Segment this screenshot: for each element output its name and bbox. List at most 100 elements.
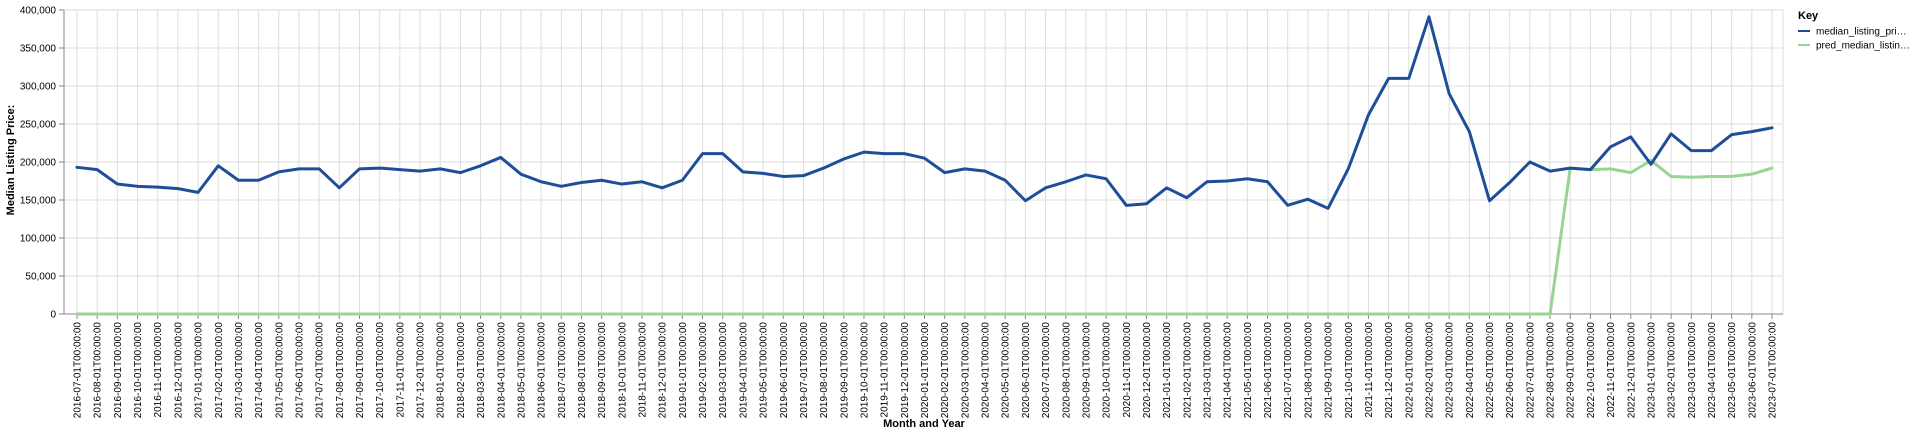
x-tick-label: 2018-12-01T00:00:00 bbox=[658, 322, 669, 419]
x-tick-label: 2017-02-01T00:00:00 bbox=[214, 322, 225, 419]
x-tick-label: 2022-07-01T00:00:00 bbox=[1525, 322, 1536, 419]
x-tick-label: 2021-05-01T00:00:00 bbox=[1243, 322, 1254, 419]
x-tick-label: 2021-10-01T00:00:00 bbox=[1344, 322, 1355, 419]
x-tick-label: 2019-10-01T00:00:00 bbox=[859, 322, 870, 419]
x-tick-label: 2023-04-01T00:00:00 bbox=[1707, 322, 1718, 419]
x-tick-label: 2020-07-01T00:00:00 bbox=[1041, 322, 1052, 419]
legend: Key median_listing_pri… pred_median_listi… bbox=[1798, 10, 1910, 52]
x-tick-label: 2021-02-01T00:00:00 bbox=[1182, 322, 1193, 419]
x-tick-label: 2021-03-01T00:00:00 bbox=[1203, 322, 1214, 419]
x-tick-label: 2022-06-01T00:00:00 bbox=[1505, 322, 1516, 419]
x-tick-label: 2017-01-01T00:00:00 bbox=[194, 322, 205, 419]
x-tick-label: 2018-06-01T00:00:00 bbox=[537, 322, 548, 419]
y-tick-label: 50,000 bbox=[25, 272, 56, 283]
x-tick-label: 2022-10-01T00:00:00 bbox=[1586, 322, 1597, 419]
x-tick-label: 2021-09-01T00:00:00 bbox=[1324, 322, 1335, 419]
x-tick-label: 2020-06-01T00:00:00 bbox=[1021, 322, 1032, 419]
x-tick-label: 2021-06-01T00:00:00 bbox=[1263, 322, 1274, 419]
y-tick-label: 150,000 bbox=[20, 196, 57, 207]
y-tick-label: 250,000 bbox=[20, 120, 57, 131]
x-tick-label: 2018-01-01T00:00:00 bbox=[436, 322, 447, 419]
x-tick-label: 2021-07-01T00:00:00 bbox=[1283, 322, 1294, 419]
y-tick-label: 100,000 bbox=[20, 234, 57, 245]
x-tick-label: 2017-06-01T00:00:00 bbox=[294, 322, 305, 419]
y-axis-title: Median Listing Price: bbox=[5, 105, 17, 216]
x-tick-label: 2023-05-01T00:00:00 bbox=[1727, 322, 1738, 419]
x-tick-label: 2020-09-01T00:00:00 bbox=[1081, 322, 1092, 419]
x-tick-label: 2018-07-01T00:00:00 bbox=[557, 322, 568, 419]
legend-label: median_listing_pri… bbox=[1816, 27, 1907, 38]
x-tick-label: 2021-11-01T00:00:00 bbox=[1364, 322, 1375, 418]
x-tick-label: 2018-02-01T00:00:00 bbox=[456, 322, 467, 419]
legend-items: median_listing_pri… pred_median_listin… bbox=[1798, 27, 1910, 52]
x-tick-label: 2018-09-01T00:00:00 bbox=[597, 322, 608, 419]
x-tick-label: 2016-10-01T00:00:00 bbox=[133, 322, 144, 419]
x-tick-label: 2018-03-01T00:00:00 bbox=[476, 322, 487, 419]
y-tick-label: 350,000 bbox=[20, 44, 57, 55]
x-tick-label: 2019-07-01T00:00:00 bbox=[799, 322, 810, 419]
x-tick-label: 2019-04-01T00:00:00 bbox=[738, 322, 749, 419]
x-tick-label: 2019-06-01T00:00:00 bbox=[779, 322, 790, 419]
x-tick-label: 2020-08-01T00:00:00 bbox=[1061, 322, 1072, 419]
x-tick-label: 2022-05-01T00:00:00 bbox=[1485, 322, 1496, 419]
x-tick-label: 2017-09-01T00:00:00 bbox=[355, 322, 366, 419]
x-tick-label: 2021-01-01T00:00:00 bbox=[1162, 322, 1173, 419]
x-tick-label: 2019-08-01T00:00:00 bbox=[819, 322, 830, 419]
x-tick-label: 2017-07-01T00:00:00 bbox=[315, 322, 326, 419]
x-tick-label: 2023-01-01T00:00:00 bbox=[1646, 322, 1657, 419]
x-tick-label: 2022-03-01T00:00:00 bbox=[1445, 322, 1456, 419]
x-tick-label: 2016-07-01T00:00:00 bbox=[73, 322, 84, 419]
x-tick-label: 2022-02-01T00:00:00 bbox=[1424, 322, 1435, 419]
x-tick-label: 2020-02-01T00:00:00 bbox=[940, 322, 951, 419]
x-tick-label: 2018-05-01T00:00:00 bbox=[516, 322, 527, 419]
x-tick-label: 2016-11-01T00:00:00 bbox=[153, 322, 164, 418]
x-tick-label: 2023-07-01T00:00:00 bbox=[1768, 322, 1779, 419]
x-axis-title: Month and Year bbox=[883, 418, 965, 430]
x-tick-label: 2017-04-01T00:00:00 bbox=[254, 322, 265, 419]
x-tick-label: 2023-03-01T00:00:00 bbox=[1687, 322, 1698, 419]
x-tick-label: 2019-05-01T00:00:00 bbox=[759, 322, 770, 419]
gridlines bbox=[63, 9, 1784, 315]
x-tick-label: 2016-12-01T00:00:00 bbox=[173, 322, 184, 419]
x-tick-label: 2020-01-01T00:00:00 bbox=[920, 322, 931, 419]
x-tick-label: 2021-12-01T00:00:00 bbox=[1384, 322, 1395, 419]
x-tick-label: 2023-02-01T00:00:00 bbox=[1667, 322, 1678, 419]
x-tick-label: 2020-05-01T00:00:00 bbox=[1001, 322, 1012, 419]
y-tick-label: 0 bbox=[50, 310, 56, 321]
x-tick-label: 2023-06-01T00:00:00 bbox=[1747, 322, 1758, 419]
x-tick-label: 2022-09-01T00:00:00 bbox=[1566, 322, 1577, 419]
x-tick-label: 2019-12-01T00:00:00 bbox=[900, 322, 911, 419]
y-tick-label: 300,000 bbox=[20, 82, 57, 93]
x-tick-label: 2017-05-01T00:00:00 bbox=[274, 322, 285, 419]
x-tick-label: 2018-11-01T00:00:00 bbox=[638, 322, 649, 418]
y-tick-label: 400,000 bbox=[20, 6, 57, 17]
x-tick-label: 2020-11-01T00:00:00 bbox=[1122, 322, 1133, 418]
x-tick-label: 2019-09-01T00:00:00 bbox=[839, 322, 850, 419]
x-tick-label: 2019-11-01T00:00:00 bbox=[880, 322, 891, 418]
series-line-pred-median-listing-price bbox=[75, 158, 1774, 316]
x-tick-label: 2016-08-01T00:00:00 bbox=[93, 322, 104, 419]
x-tick-label: 2018-08-01T00:00:00 bbox=[577, 322, 588, 419]
x-tick-label: 2021-08-01T00:00:00 bbox=[1303, 322, 1314, 419]
x-tick-label: 2019-01-01T00:00:00 bbox=[678, 322, 689, 419]
series-line-median-listing-price bbox=[75, 15, 1774, 210]
x-tick-label: 2021-04-01T00:00:00 bbox=[1223, 322, 1234, 419]
x-tick-label: 2017-11-01T00:00:00 bbox=[395, 322, 406, 418]
x-tick-label: 2019-03-01T00:00:00 bbox=[718, 322, 729, 419]
x-tick-label: 2017-03-01T00:00:00 bbox=[234, 322, 245, 419]
x-tick-label: 2022-11-01T00:00:00 bbox=[1606, 322, 1617, 418]
x-tick-label: 2022-01-01T00:00:00 bbox=[1404, 322, 1415, 419]
x-tick-label: 2017-12-01T00:00:00 bbox=[416, 322, 427, 419]
legend-title: Key bbox=[1798, 10, 1819, 22]
x-tick-label: 2022-04-01T00:00:00 bbox=[1465, 322, 1476, 419]
axes: 0 50,000 100,000 150,000 200,000 250,000 300,0… bbox=[20, 6, 1783, 419]
x-tick-label: 2020-10-01T00:00:00 bbox=[1102, 322, 1113, 419]
x-tick-label: 2018-10-01T00:00:00 bbox=[617, 322, 628, 419]
x-tick-label: 2020-04-01T00:00:00 bbox=[981, 322, 992, 419]
x-tick-label: 2016-09-01T00:00:00 bbox=[113, 322, 124, 419]
x-tick-label: 2020-03-01T00:00:00 bbox=[960, 322, 971, 419]
y-tick-label: 200,000 bbox=[20, 158, 57, 169]
x-tick-label: 2022-12-01T00:00:00 bbox=[1626, 322, 1637, 419]
x-tick-label: 2017-10-01T00:00:00 bbox=[375, 322, 386, 419]
